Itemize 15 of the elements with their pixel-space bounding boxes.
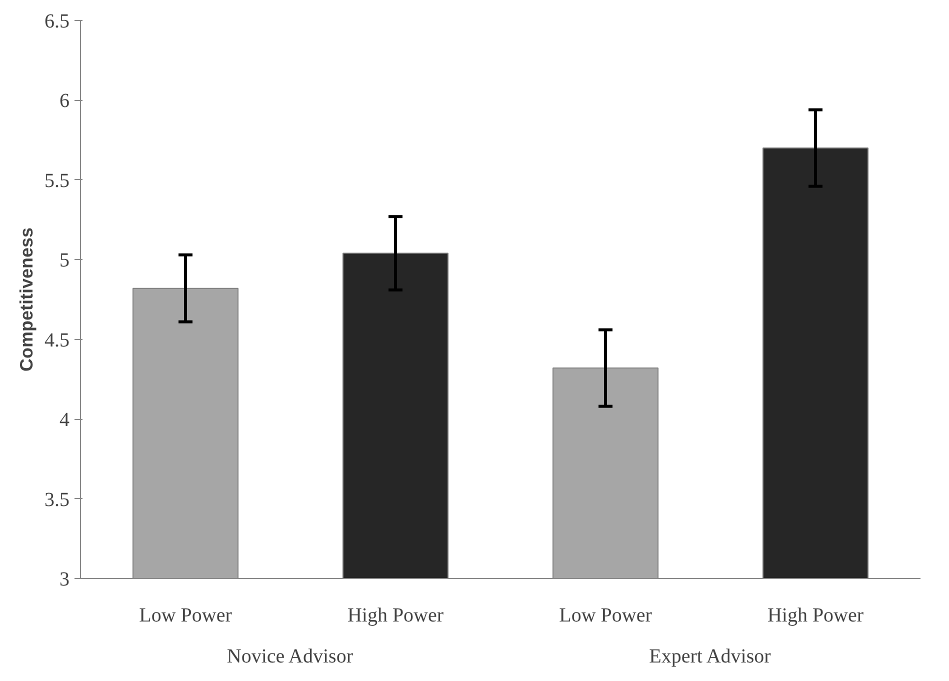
y-tick-label: 3.5 xyxy=(44,488,70,511)
x-tick-label: High Power xyxy=(347,604,444,626)
x-tick-label: High Power xyxy=(767,604,864,626)
y-tick-label: 4 xyxy=(60,409,70,432)
y-axis-title: Competitiveness xyxy=(16,227,36,372)
y-tick-label: 6.5 xyxy=(44,10,70,32)
x-tick-label: Low Power xyxy=(559,604,652,626)
y-tick-label: 5 xyxy=(60,250,70,272)
y-tick-label: 4.5 xyxy=(44,329,70,352)
y-tick-label: 3 xyxy=(60,568,70,590)
y-tick-label: 5.5 xyxy=(44,170,70,192)
y-tick-label: 6 xyxy=(60,90,70,112)
x-tick-label: Low Power xyxy=(139,604,232,626)
text: Expert Advisor xyxy=(649,646,772,668)
text: Novice Advisor xyxy=(226,646,354,668)
